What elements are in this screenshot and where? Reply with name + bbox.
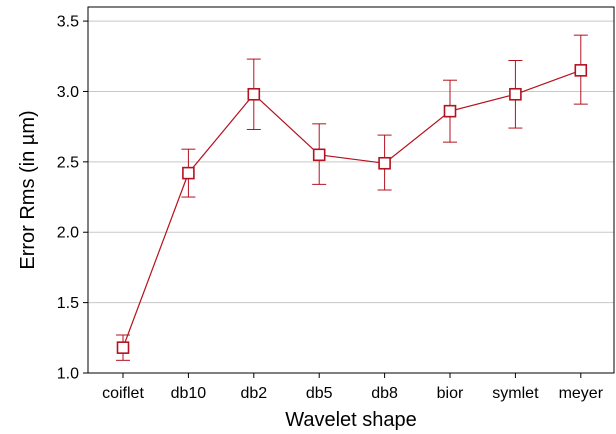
x-axis-title: Wavelet shape [285, 409, 417, 431]
x-tick-label: db5 [306, 385, 333, 402]
data-point [182, 166, 195, 180]
y-axis-title: Error Rms (in µm) [17, 110, 39, 269]
x-tick-label: db8 [371, 385, 398, 402]
series-line [122, 69, 582, 348]
y-tick-label: 1.5 [57, 295, 79, 312]
x-tick-label: db2 [240, 385, 267, 402]
y-tick-label: 3.5 [57, 14, 79, 31]
x-tick-label: bior [437, 385, 464, 402]
data-point [312, 148, 326, 162]
x-tick-label: meyer [559, 385, 604, 402]
series-line-group [122, 69, 582, 348]
data-point [509, 87, 522, 101]
data-markers [116, 64, 588, 354]
x-tick-label: symlet [492, 385, 539, 402]
grid-lines [88, 20, 614, 374]
data-point [443, 104, 457, 118]
x-tick-label: coiflet [102, 385, 144, 402]
y-tick-label: 2.5 [57, 154, 79, 171]
y-tick-label: 3.0 [57, 84, 79, 101]
plot-frame [87, 6, 615, 374]
y-tick-labels: 1.0 1.5 2.0 2.5 3.0 3.5 [57, 14, 79, 383]
data-point [378, 156, 391, 170]
data-point [247, 87, 261, 101]
error-bars [116, 34, 588, 361]
x-tick-label: db10 [171, 385, 207, 402]
x-tick-labels: coiflet db10 db2 db5 db8 bior symlet meyer [102, 385, 604, 402]
data-point [574, 64, 588, 77]
y-tick-label: 2.0 [57, 225, 79, 242]
data-point [116, 341, 130, 354]
y-tick-label: 1.0 [57, 366, 79, 383]
axes [83, 6, 615, 378]
